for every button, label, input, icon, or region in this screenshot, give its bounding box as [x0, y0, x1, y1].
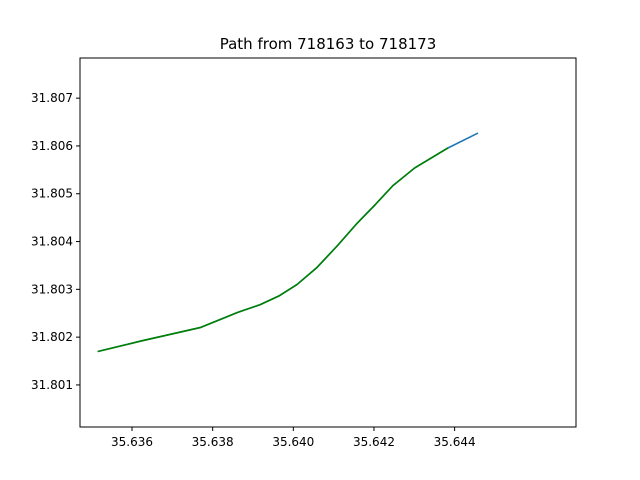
y-tick-label: 31.802	[31, 330, 73, 344]
series-line-1	[97, 147, 449, 353]
chart-title: Path from 718163 to 718173	[220, 35, 437, 53]
y-tick-label: 31.806	[31, 139, 73, 153]
x-tick-label: 35.638	[192, 435, 234, 449]
x-tick-label: 35.642	[353, 435, 395, 449]
y-tick-label: 31.801	[31, 378, 73, 392]
x-tick-label: 35.640	[272, 435, 314, 449]
x-tick-label: 35.644	[434, 435, 476, 449]
y-tick-label: 31.805	[31, 187, 73, 201]
y-tick-label: 31.803	[31, 282, 73, 296]
x-tick-label: 35.636	[111, 435, 153, 449]
y-tick-label: 31.807	[31, 91, 73, 105]
series-line-0	[97, 132, 479, 353]
series-layer	[97, 132, 479, 353]
plot-frame	[79, 57, 577, 428]
x-axis: 35.636 35.638 35.640 35.642 35.644	[111, 427, 476, 449]
y-tick-label: 31.804	[31, 235, 73, 249]
y-axis: 31.801 31.802 31.803 31.804 31.805 31.806 31.8…	[31, 91, 80, 392]
